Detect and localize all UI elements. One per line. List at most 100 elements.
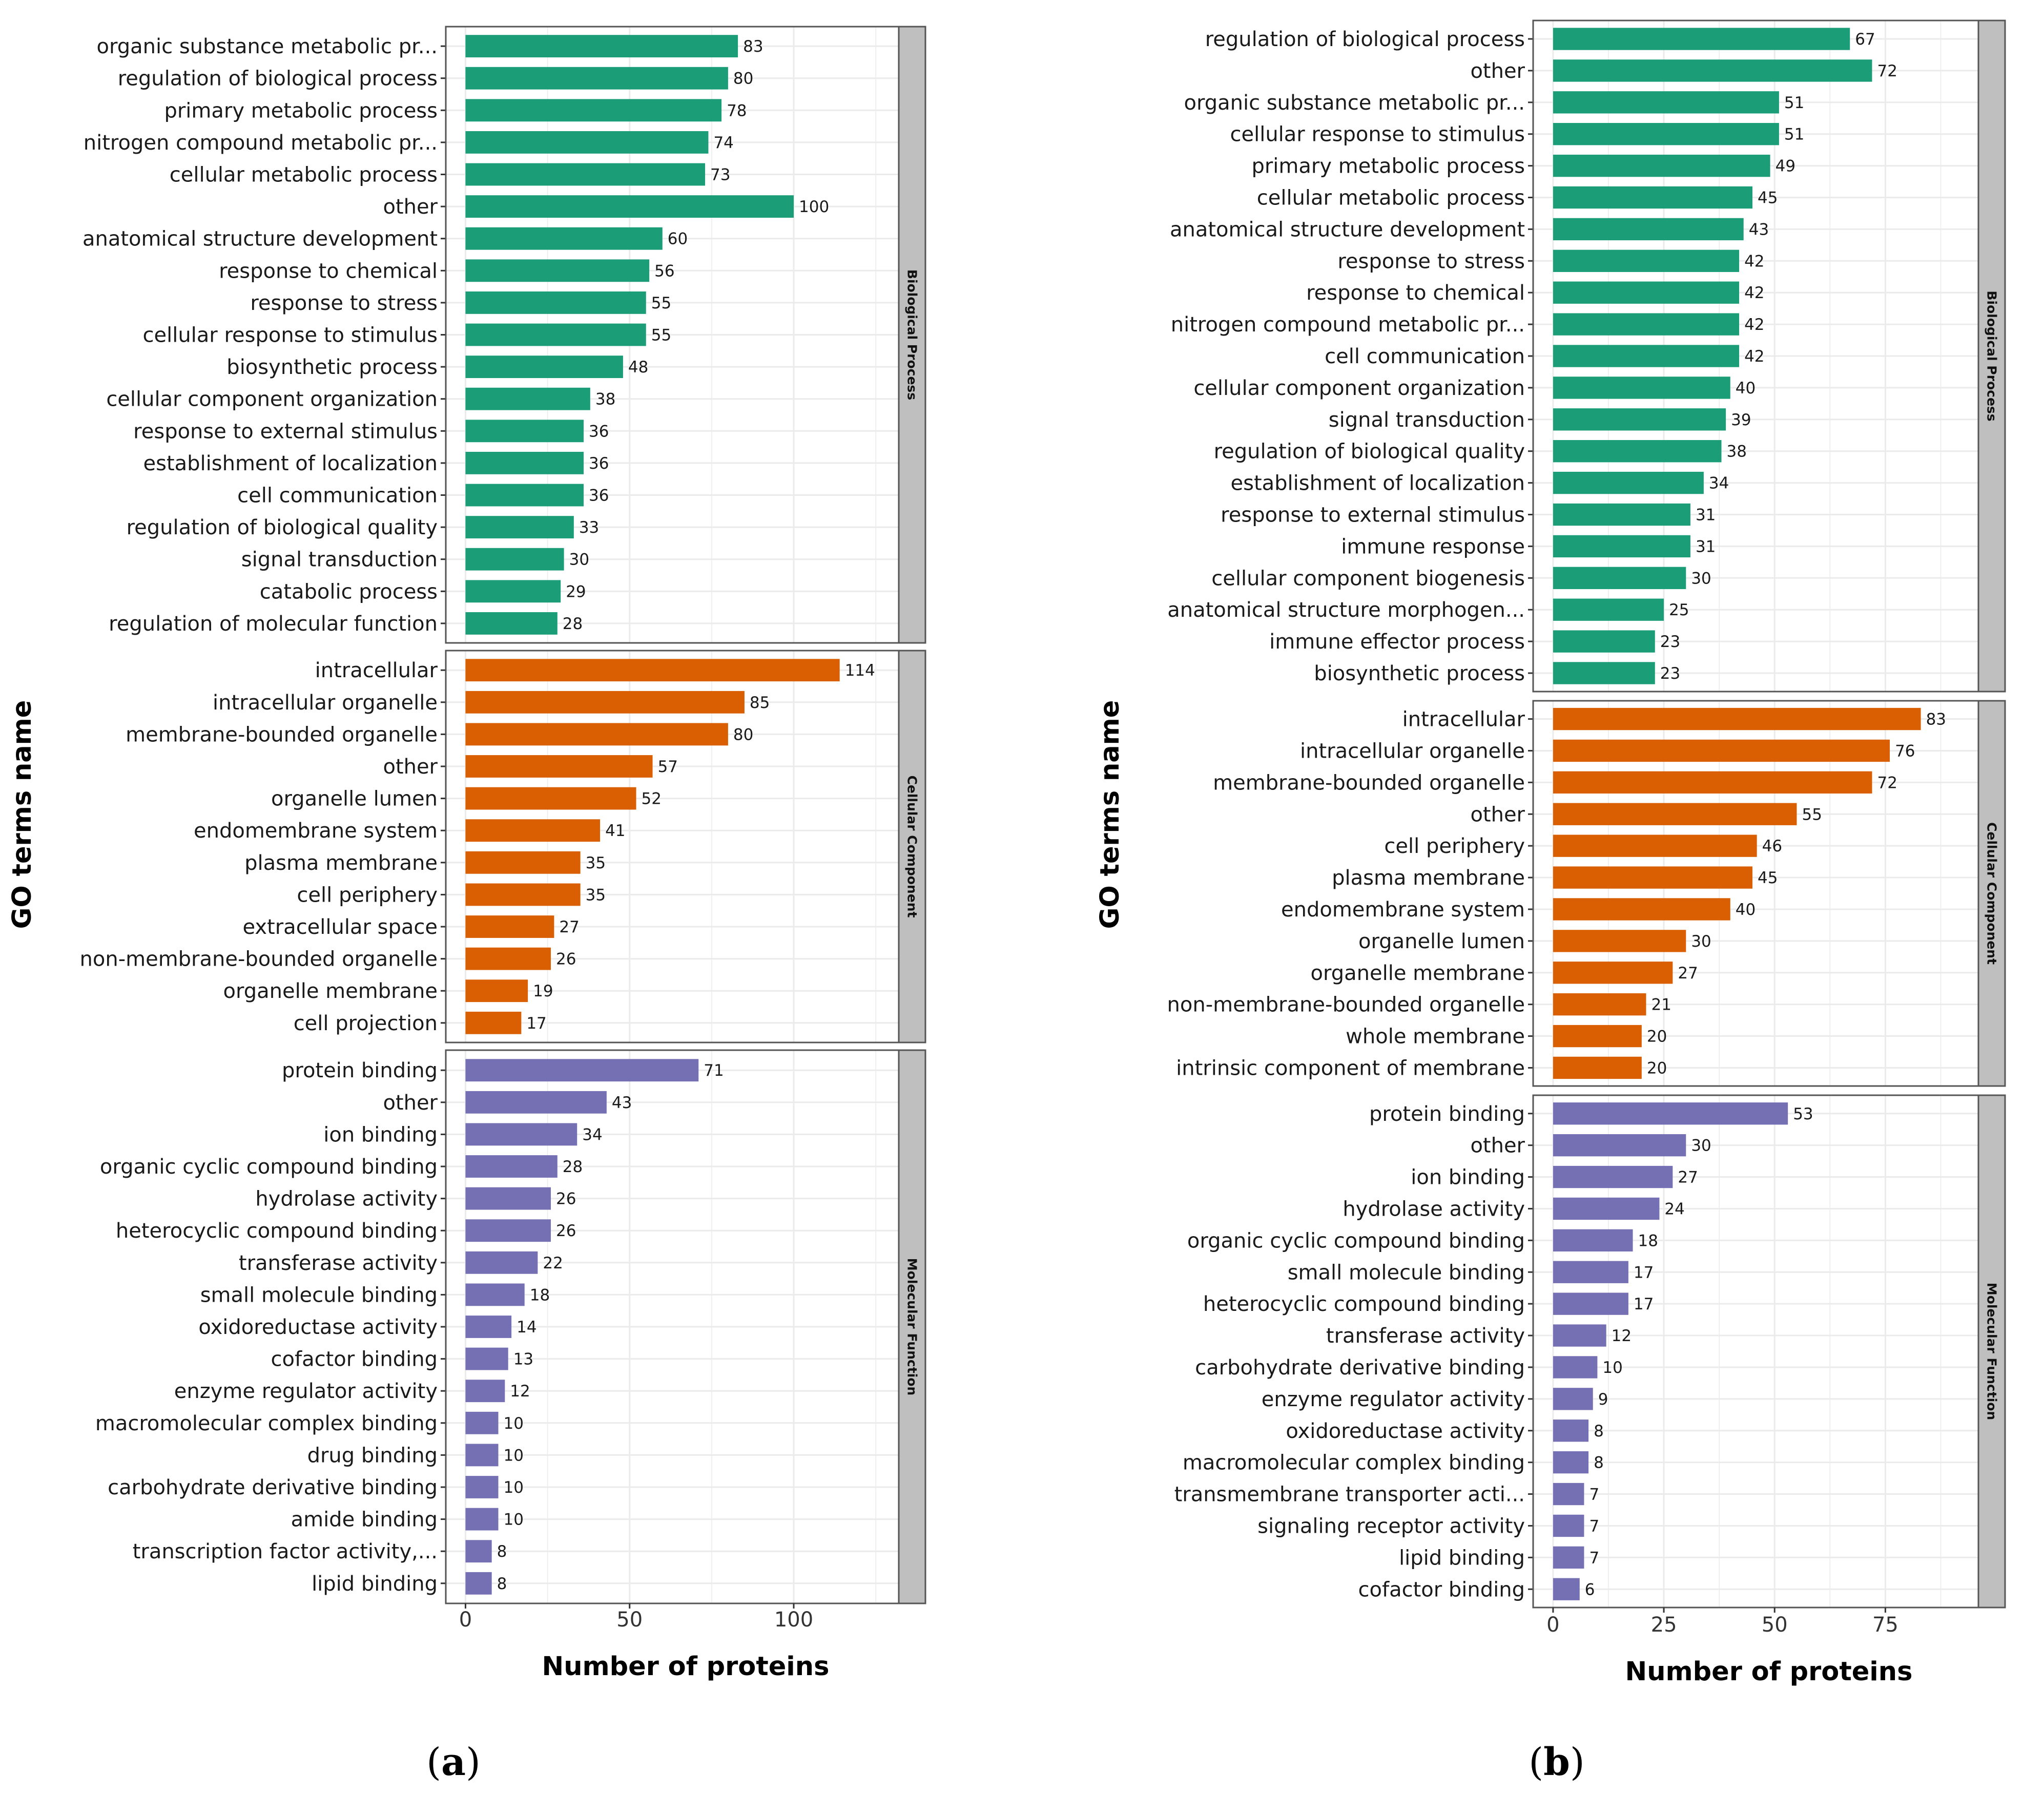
category-label: biosynthetic process [226,356,438,379]
category-label: lipid binding [1399,1546,1525,1570]
bar-macromolecular-complex-binding [1553,1451,1589,1474]
bar-catabolic-process [465,580,561,603]
value-label: 19 [533,982,553,1000]
value-label: 13 [513,1350,533,1369]
facet-strip-label: Biological Process [1985,290,1999,421]
value-label: 10 [503,1414,523,1433]
bar-immune-effector-process [1553,630,1655,653]
bar-other [465,1091,607,1114]
value-label: 55 [651,294,671,312]
category-label: response to stress [250,291,438,315]
value-label: 20 [1647,1059,1667,1077]
value-label: 42 [1744,316,1764,334]
facet-molecular-function-b: 53 protein binding 30 other 27 ion binding 24 h… [1174,1094,2006,1609]
bar-transcription-factor-activity [465,1540,492,1563]
bar-anatomical-structure-development [465,227,663,250]
category-label: protein binding [282,1059,438,1082]
facet-strip [898,1049,926,1604]
bar-hydrolase-activity [465,1187,551,1210]
bar-organic-cyclic-compound-binding [1553,1229,1633,1252]
bar-small-molecule-binding [1553,1261,1628,1283]
category-label: regulation of biological process [118,67,438,91]
value-label: 42 [1744,252,1764,270]
category-label: response to external stimulus [1221,504,1525,527]
bar-cell-communication [465,484,584,507]
value-label: 42 [1744,347,1764,366]
panel-background [446,651,899,1042]
category-label: enzyme regulator activity [1262,1388,1525,1411]
bar-cofactor-binding [465,1347,508,1370]
bar-ion-binding [1553,1165,1673,1188]
value-label: 31 [1696,537,1716,556]
value-label: 43 [1749,220,1769,239]
bar-anatomical-structure-development [1553,218,1744,241]
bar-immune-response [1553,535,1690,558]
bar-organelle-lumen [465,787,636,810]
x-tick-label: 25 [1651,1613,1677,1637]
value-label: 57 [658,758,678,776]
category-label: membrane-bounded organelle [1213,771,1525,795]
category-label: whole membrane [1346,1025,1525,1049]
bar-cell-projection [465,1011,522,1034]
bar-intracellular [1553,707,1921,730]
value-label: 42 [1744,284,1764,302]
bar-other [465,195,794,218]
bar-anatomical-structure-morphogen [1553,598,1664,621]
bar-endomembrane-system [1553,898,1730,921]
bar-whole-membrane [1553,1025,1642,1048]
value-label: 34 [582,1125,602,1144]
value-label: 21 [1651,996,1671,1014]
bar-protein-binding [465,1059,699,1082]
category-label: cellular component biogenesis [1211,567,1525,590]
bar-organelle-lumen [1553,930,1686,952]
value-label: 38 [595,390,615,409]
category-label: cell communication [1325,345,1525,368]
category-label: small molecule binding [1288,1261,1525,1284]
category-label: nitrogen compound metabolic pr... [84,131,438,155]
facet-strip [1977,700,2006,1087]
category-label: cellular metabolic process [1257,186,1525,210]
category-label: oxidoreductase activity [1286,1420,1525,1443]
category-label: cellular response to stimulus [1230,123,1525,147]
bar-hydrolase-activity [1553,1197,1660,1220]
category-label: other [383,1091,438,1115]
category-label: extracellular space [242,915,438,939]
bar-primary-metabolic-process [1553,154,1770,177]
value-label: 40 [1736,379,1756,398]
bar-intrinsic-component-of-membrane [1553,1056,1642,1079]
value-label: 24 [1664,1200,1684,1218]
category-label: heterocyclic compound binding [116,1219,438,1243]
category-label: other [383,755,438,779]
value-label: 10 [1602,1359,1622,1377]
bar-small-molecule-binding [465,1283,525,1306]
facet-biological-process-b: 67 regulation of biological process 72 othe… [1167,19,2006,693]
value-label: 51 [1784,94,1804,112]
category-label: immune effector process [1269,630,1525,654]
bar-organic-substance-metabolic-pr [465,35,738,58]
bar-response-to-chemical [465,259,650,282]
bar-cellular-component-organization [465,387,590,410]
category-label: establishment of localization [1231,472,1525,495]
category-label: macromolecular complex binding [95,1412,438,1435]
value-label: 30 [569,551,589,569]
value-label: 72 [1877,62,1897,80]
category-label: regulation of biological process [1205,28,1525,51]
bar-oxidoreductase-activity [1553,1420,1589,1442]
category-label: signal transduction [1329,408,1525,432]
category-label: anatomical structure morphogen... [1167,598,1525,622]
bar-extracellular-space [465,915,554,938]
value-label: 74 [713,134,733,152]
value-label: 55 [651,326,671,345]
category-label: cellular component organization [106,388,438,411]
facet-strip-label: Molecular Function [1985,1283,1999,1420]
value-label: 71 [704,1061,724,1080]
value-label: 78 [727,101,747,120]
value-label: 22 [543,1254,563,1272]
bar-cell-periphery [465,883,581,906]
bar-ion-binding [465,1123,577,1146]
category-label: transcription factor activity,... [133,1540,438,1563]
bar-endomembrane-system [465,819,601,842]
value-label: 35 [586,854,606,872]
category-label: cofactor binding [1358,1578,1525,1601]
